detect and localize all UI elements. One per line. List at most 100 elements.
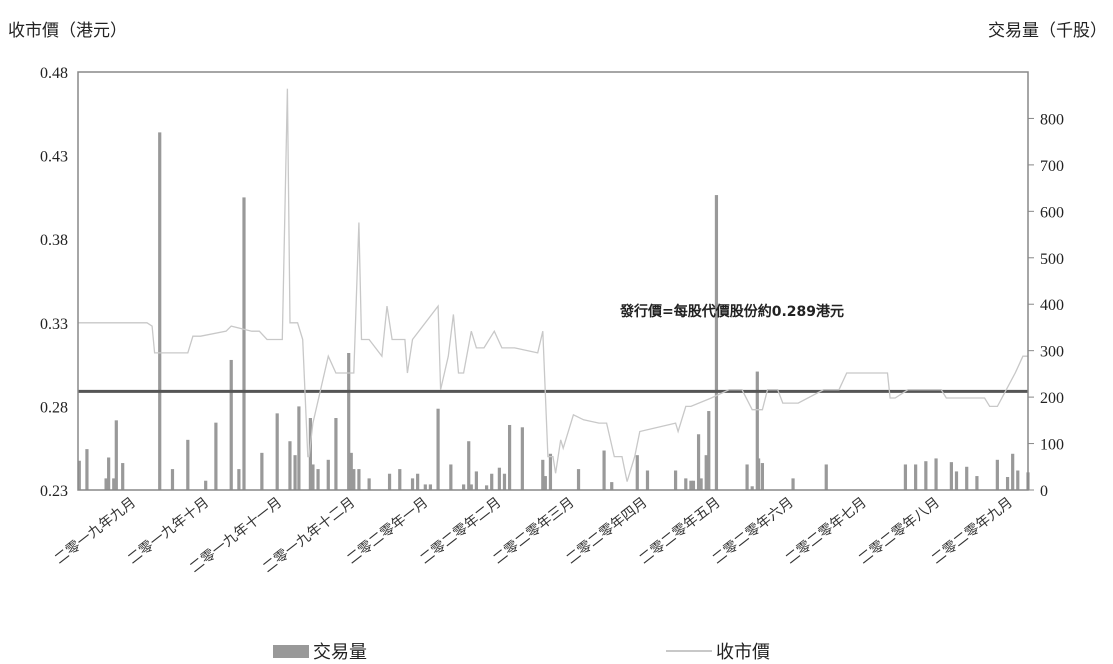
volume-bar [416,473,420,490]
volume-bar [548,453,553,490]
volume-bar [602,450,606,490]
volume-bar [954,471,959,490]
volume-bar [387,473,392,490]
volume-bar [610,482,614,490]
x-tick-label: 二零二零年九月 [929,495,1016,568]
volume-bar [229,359,233,490]
legend-price: 收市價 [666,638,770,664]
right-tick-label: 200 [1040,390,1064,407]
volume-bar [541,459,545,490]
volume-bar [410,478,415,490]
volume-bar [308,418,312,490]
volume-bar [242,197,246,490]
right-axis-ticks: 800 700 600 500 400 300 200 100 0 [1028,111,1064,500]
left-tick-label: 0.23 [40,483,68,500]
left-axis-title: 收市價（港元） [8,21,127,41]
right-tick-label: 100 [1040,437,1064,454]
volume-bar [352,469,356,490]
volume-bar [750,486,754,490]
volume-bar [357,469,361,490]
volume-bar [114,420,118,490]
volume-bar [186,439,190,490]
volume-bar [1011,453,1015,490]
volume-bar [436,408,440,490]
volume-bar [467,441,471,490]
volume-bar [367,478,371,490]
left-tick-label: 0.28 [40,399,68,416]
volume-bar [474,471,478,490]
volume-bar [691,480,696,490]
volume-bar [204,480,208,490]
right-axis-title: 交易量（千股） [988,21,1107,41]
price-line [78,88,1028,482]
volume-bar [485,485,489,490]
volume-bar [170,469,175,490]
volume-bar [543,476,547,490]
volume-bar [297,406,301,490]
volume-bar [398,469,402,490]
volume-bar [903,464,908,490]
volume-bar [704,455,708,490]
volume-bar [949,462,953,490]
volume-bar [469,484,473,490]
volume-bar [934,458,938,490]
volume-bar [965,466,969,490]
legend-volume: 交易量 [273,638,367,664]
x-axis-ticks: 二零一九年九月二零一九年十月二零一九年十一月二零一九年十二月二零二零年一月二零二… [52,495,1016,577]
volume-bar [275,413,279,490]
right-tick-label: 800 [1040,111,1064,128]
volume-bar [824,464,828,490]
volume-bar [699,478,703,490]
left-tick-label: 0.33 [40,316,68,333]
left-tick-label: 0.48 [40,65,68,82]
volume-bar [497,467,501,490]
volume-bar [326,459,330,490]
volume-bar [924,461,928,490]
volume-bar [237,469,241,490]
volume-bar [428,484,433,490]
volume-bars [77,132,1030,491]
volume-bar [104,478,108,490]
volume-bar [520,427,524,490]
volume-bar [635,455,639,490]
volume-bar [288,441,292,490]
left-tick-label: 0.38 [40,232,68,249]
plot-frame [77,71,1029,491]
volume-bar [214,422,218,490]
volume-bar [645,470,650,490]
volume-bar [77,460,81,490]
volume-bar [576,469,581,490]
volume-bar [791,478,795,490]
volume-bar [684,478,688,490]
right-tick-label: 400 [1040,297,1064,314]
price-line-layer [78,88,1028,482]
legend-price-swatch [666,650,712,652]
volume-bar [696,434,701,490]
volume-bar [689,480,693,490]
volume-bar [260,452,264,490]
volume-bar [755,371,759,490]
volume-bar [311,464,315,490]
volume-bar [449,464,453,490]
left-axis-ticks: 0.48 0.43 0.38 0.33 0.28 0.23 [40,65,68,500]
volume-bar [112,478,116,490]
volume-bar [293,455,297,490]
right-tick-label: 0 [1040,483,1048,500]
volume-bar [121,463,125,490]
volume-bar [502,473,507,490]
left-tick-label: 0.43 [40,149,68,166]
volume-bar [507,424,512,490]
volume-bar [914,464,918,490]
volume-bar [349,452,353,490]
volume-bar [714,195,719,491]
volume-bar [334,418,338,490]
volume-bar [1005,476,1010,490]
volume-bar [462,484,466,490]
volume-bar [760,463,765,490]
volume-bar [756,458,761,490]
legend-volume-label: 交易量 [313,642,367,663]
right-tick-label: 700 [1040,158,1064,175]
volume-bar [85,449,89,490]
legend-volume-swatch [273,644,309,658]
